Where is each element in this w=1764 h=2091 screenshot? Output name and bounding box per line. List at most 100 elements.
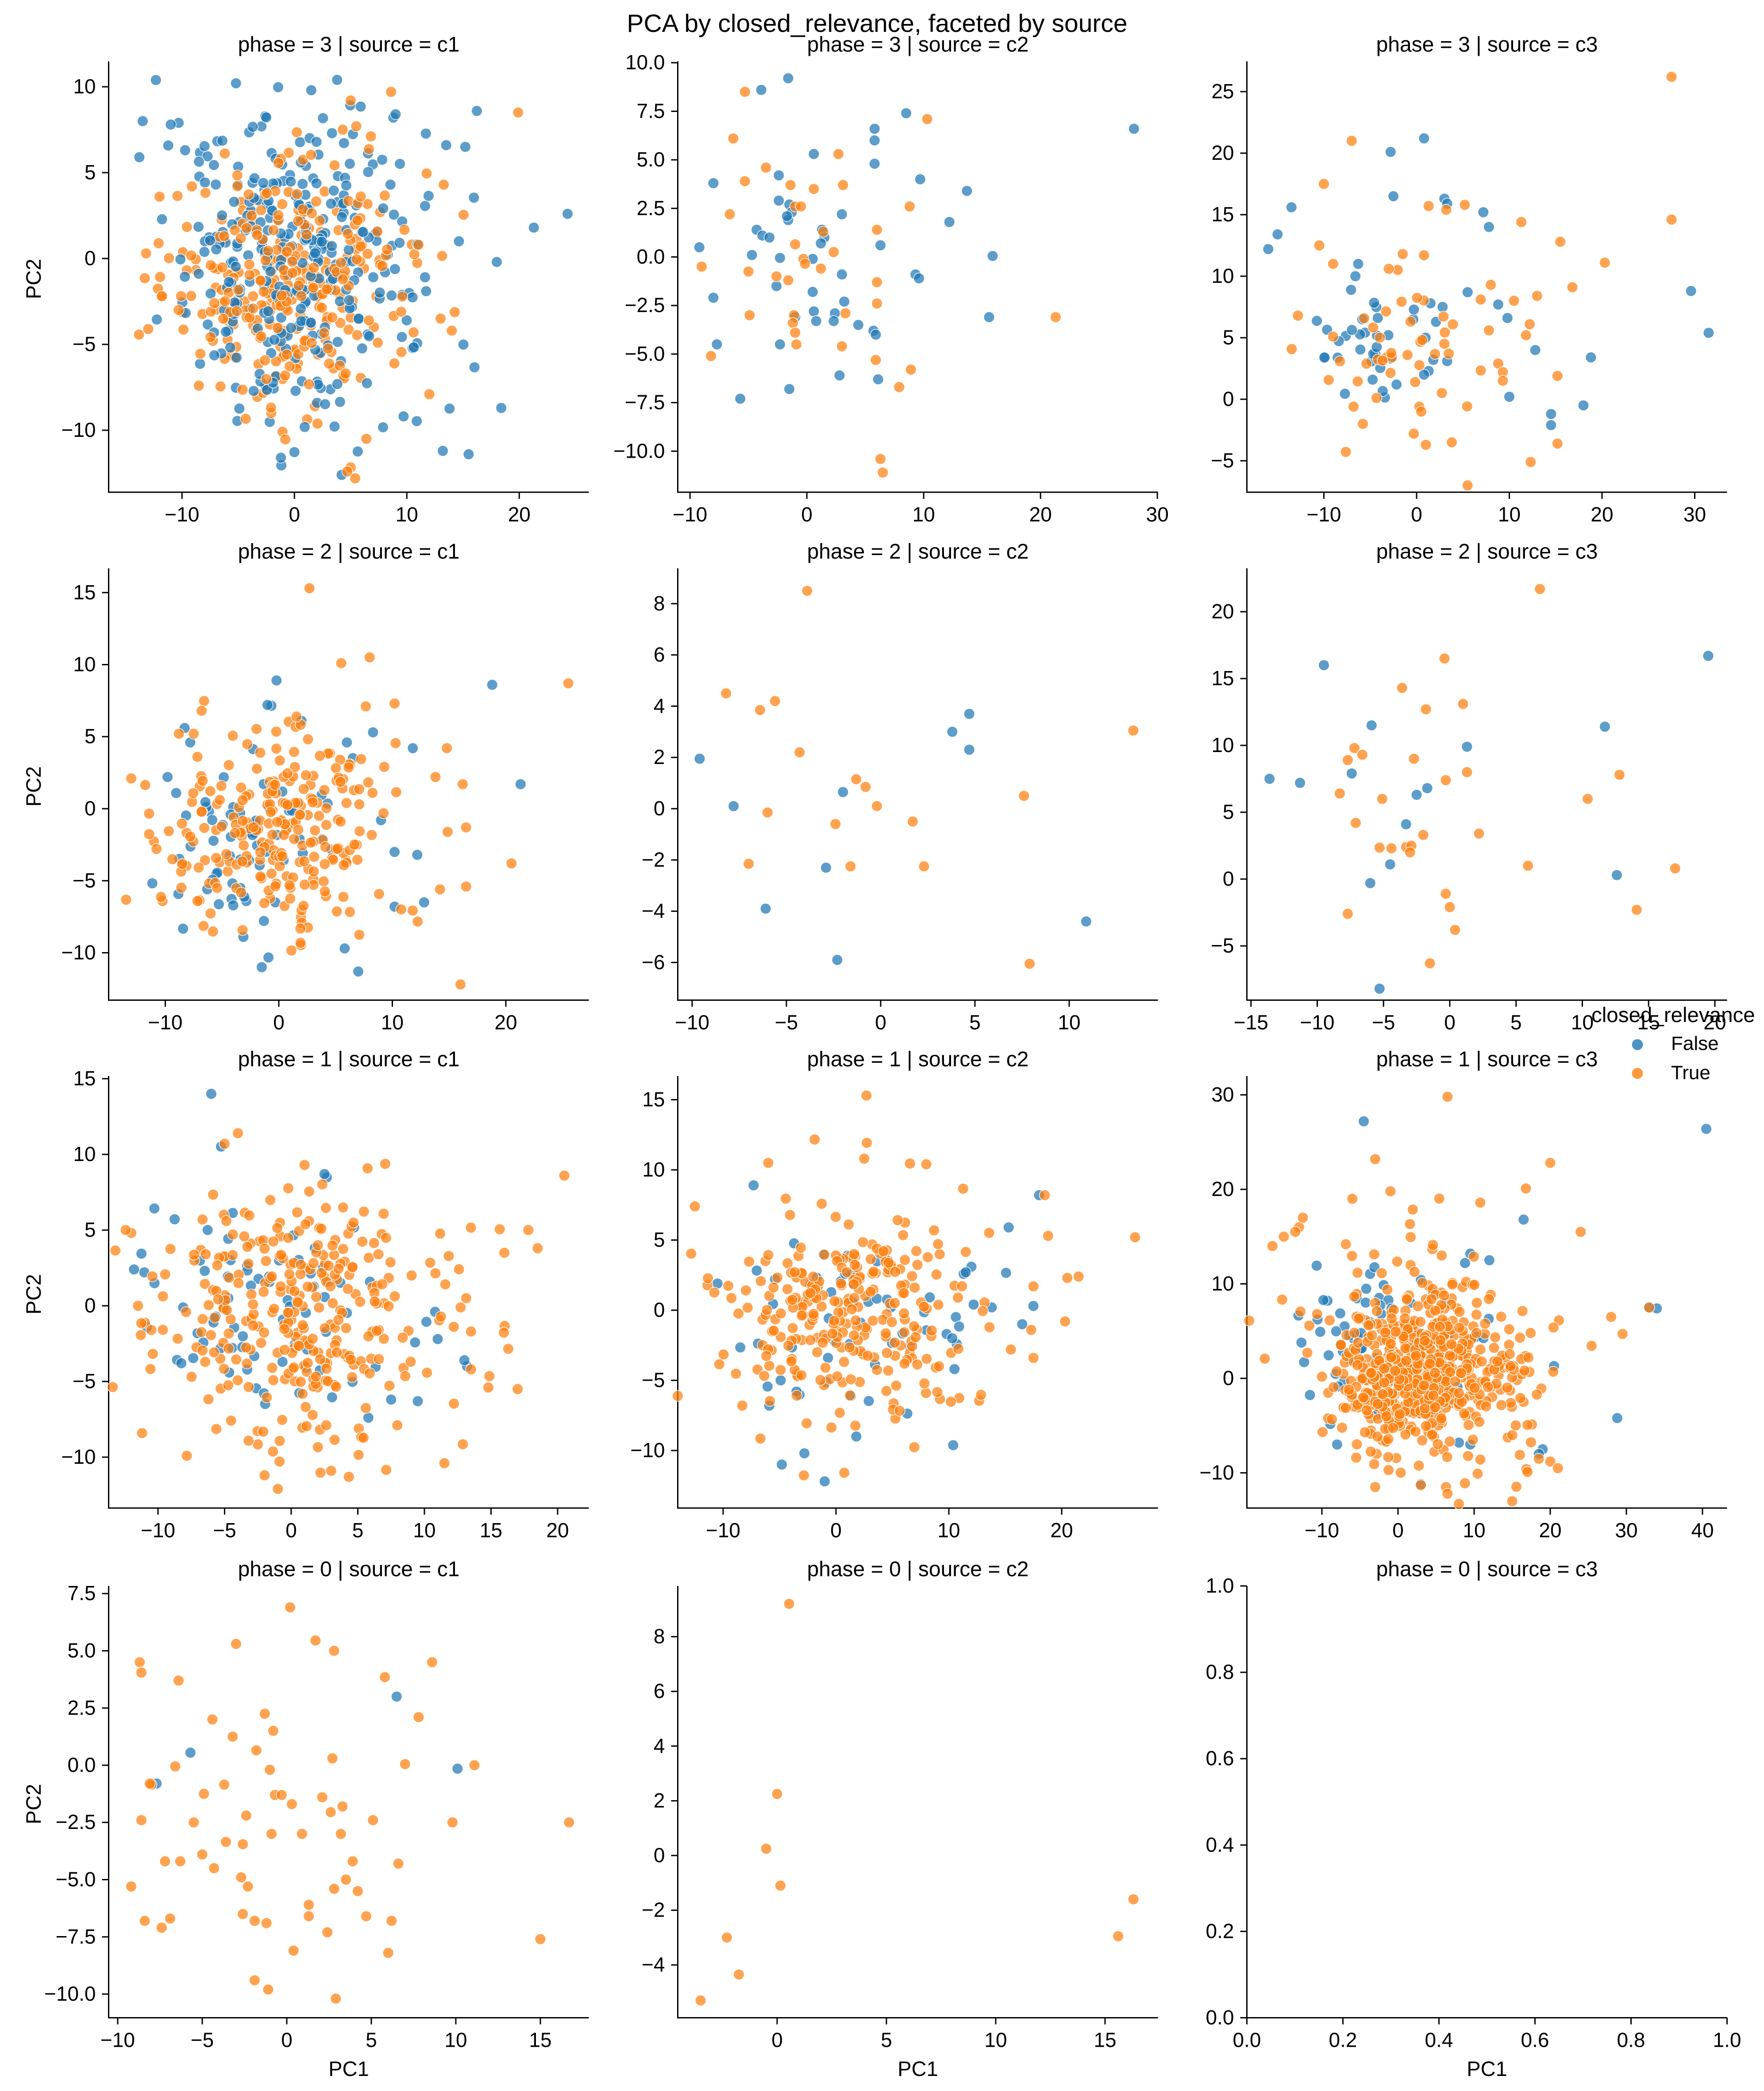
svg-text:−10: −10: [61, 941, 96, 964]
svg-text:−10.0: −10.0: [44, 1982, 96, 2005]
svg-text:0.0: 0.0: [1206, 2006, 1234, 2029]
svg-text:−10: −10: [61, 418, 96, 441]
svg-text:False: False: [1671, 1033, 1719, 1054]
svg-text:−15: −15: [1234, 1011, 1268, 1034]
svg-text:0: 0: [875, 1011, 886, 1034]
svg-text:−5: −5: [1372, 1011, 1395, 1034]
svg-text:2: 2: [654, 745, 665, 768]
svg-text:30: 30: [1615, 1519, 1637, 1542]
svg-text:PC1: PC1: [328, 2057, 369, 2080]
svg-text:PCA by closed_relevance, facet: PCA by closed_relevance, faceted by sour…: [627, 9, 1127, 38]
svg-text:0.4: 0.4: [1206, 1833, 1234, 1856]
svg-text:−10: −10: [165, 503, 199, 526]
svg-text:0: 0: [1392, 1519, 1404, 1542]
svg-text:−10: −10: [706, 1519, 740, 1542]
svg-text:10: 10: [984, 2029, 1007, 2052]
svg-text:0.8: 0.8: [1206, 1660, 1234, 1683]
svg-text:phase = 3 | source = c2: phase = 3 | source = c2: [807, 33, 1029, 57]
svg-text:20: 20: [1211, 600, 1234, 623]
svg-text:PC2: PC2: [22, 1274, 45, 1314]
svg-text:0.6: 0.6: [1521, 2029, 1549, 2052]
svg-text:15: 15: [73, 581, 96, 604]
svg-text:10: 10: [73, 1142, 96, 1165]
svg-text:−10: −10: [630, 1439, 665, 1462]
svg-text:2: 2: [654, 1789, 665, 1812]
svg-text:15: 15: [480, 1519, 502, 1542]
svg-text:−10: −10: [1199, 1461, 1234, 1484]
svg-text:phase = 1 | source = c2: phase = 1 | source = c2: [807, 1048, 1029, 1071]
svg-text:phase = 0 | source = c3: phase = 0 | source = c3: [1376, 1558, 1598, 1581]
svg-text:−7.5: −7.5: [56, 1925, 96, 1948]
svg-text:10: 10: [1463, 1519, 1485, 1542]
svg-text:15: 15: [642, 1088, 665, 1111]
svg-text:7.5: 7.5: [637, 99, 665, 122]
svg-text:0: 0: [273, 1011, 285, 1034]
svg-text:30: 30: [1683, 503, 1706, 526]
svg-text:−5: −5: [775, 1011, 798, 1034]
svg-text:10: 10: [1211, 264, 1234, 287]
svg-text:−5.0: −5.0: [625, 342, 665, 365]
svg-text:−10: −10: [1300, 1011, 1334, 1034]
svg-text:10: 10: [1571, 1011, 1594, 1034]
svg-text:0: 0: [85, 247, 96, 270]
svg-text:20: 20: [1050, 1519, 1073, 1542]
svg-text:10: 10: [1211, 1272, 1234, 1295]
svg-text:−10: −10: [61, 1445, 96, 1468]
svg-text:0: 0: [654, 1844, 665, 1867]
svg-text:−10: −10: [673, 503, 707, 526]
svg-text:−10: −10: [675, 1011, 709, 1034]
svg-text:phase = 2 | source = c2: phase = 2 | source = c2: [807, 540, 1029, 563]
svg-text:15: 15: [1211, 667, 1234, 690]
svg-text:10: 10: [396, 503, 418, 526]
svg-text:phase = 3 | source = c1: phase = 3 | source = c1: [238, 33, 460, 57]
svg-text:True: True: [1671, 1062, 1710, 1084]
svg-text:PC2: PC2: [22, 1784, 45, 1824]
svg-text:−10: −10: [1305, 1519, 1339, 1542]
svg-text:0: 0: [830, 1519, 842, 1542]
svg-text:phase = 2 | source = c3: phase = 2 | source = c3: [1376, 540, 1598, 563]
svg-text:−5: −5: [73, 869, 96, 892]
svg-text:0: 0: [771, 2029, 783, 2052]
svg-text:phase = 1 | source = c1: phase = 1 | source = c1: [238, 1048, 460, 1071]
svg-text:5.0: 5.0: [68, 1639, 96, 1662]
svg-text:0: 0: [281, 2029, 293, 2052]
svg-text:−10: −10: [148, 1011, 182, 1034]
svg-text:5: 5: [366, 2029, 377, 2052]
svg-text:0.6: 0.6: [1206, 1747, 1234, 1770]
svg-text:5: 5: [881, 2029, 892, 2052]
svg-text:5: 5: [352, 1519, 364, 1542]
svg-text:5: 5: [1510, 1011, 1522, 1034]
svg-text:10: 10: [73, 75, 96, 98]
svg-text:−7.5: −7.5: [625, 391, 665, 414]
svg-text:6: 6: [654, 1679, 665, 1702]
svg-text:15: 15: [1094, 2029, 1116, 2052]
svg-text:8: 8: [654, 1625, 665, 1648]
svg-text:0.0: 0.0: [637, 245, 665, 268]
svg-text:−4: −4: [642, 1953, 665, 1976]
svg-text:30: 30: [1146, 503, 1169, 526]
svg-text:2.5: 2.5: [637, 197, 665, 220]
svg-text:5.0: 5.0: [637, 148, 665, 171]
svg-text:−5: −5: [642, 1369, 665, 1392]
svg-text:10: 10: [913, 503, 935, 526]
svg-text:phase = 2 | source = c1: phase = 2 | source = c1: [238, 540, 460, 563]
svg-text:−5: −5: [73, 332, 96, 355]
svg-text:20: 20: [1211, 1177, 1234, 1200]
svg-text:0.2: 0.2: [1329, 2029, 1357, 2052]
svg-text:−5: −5: [1211, 449, 1234, 472]
svg-text:0.2: 0.2: [1206, 1919, 1234, 1942]
svg-text:closed_relevance: closed_relevance: [1591, 1003, 1755, 1027]
svg-text:0: 0: [1411, 503, 1422, 526]
svg-text:15: 15: [1637, 1011, 1660, 1034]
svg-text:8: 8: [654, 592, 665, 615]
svg-text:−5: −5: [1211, 934, 1234, 957]
svg-text:PC1: PC1: [897, 2057, 938, 2080]
svg-text:5: 5: [969, 1011, 981, 1034]
svg-text:10: 10: [73, 653, 96, 676]
svg-text:5: 5: [85, 725, 96, 748]
svg-text:25: 25: [1211, 80, 1234, 103]
svg-text:10: 10: [642, 1158, 665, 1181]
svg-text:5: 5: [85, 1218, 96, 1241]
svg-text:10: 10: [1211, 733, 1234, 756]
svg-text:PC2: PC2: [22, 258, 45, 299]
